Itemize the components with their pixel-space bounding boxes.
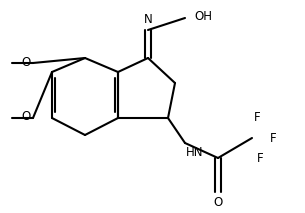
- Text: O: O: [22, 56, 31, 69]
- Text: F: F: [254, 111, 261, 124]
- Text: N: N: [144, 13, 152, 26]
- Text: F: F: [270, 131, 277, 144]
- Text: O: O: [214, 196, 223, 209]
- Text: F: F: [257, 152, 264, 165]
- Text: O: O: [22, 111, 31, 124]
- Text: HN: HN: [186, 146, 203, 159]
- Text: OH: OH: [194, 10, 212, 23]
